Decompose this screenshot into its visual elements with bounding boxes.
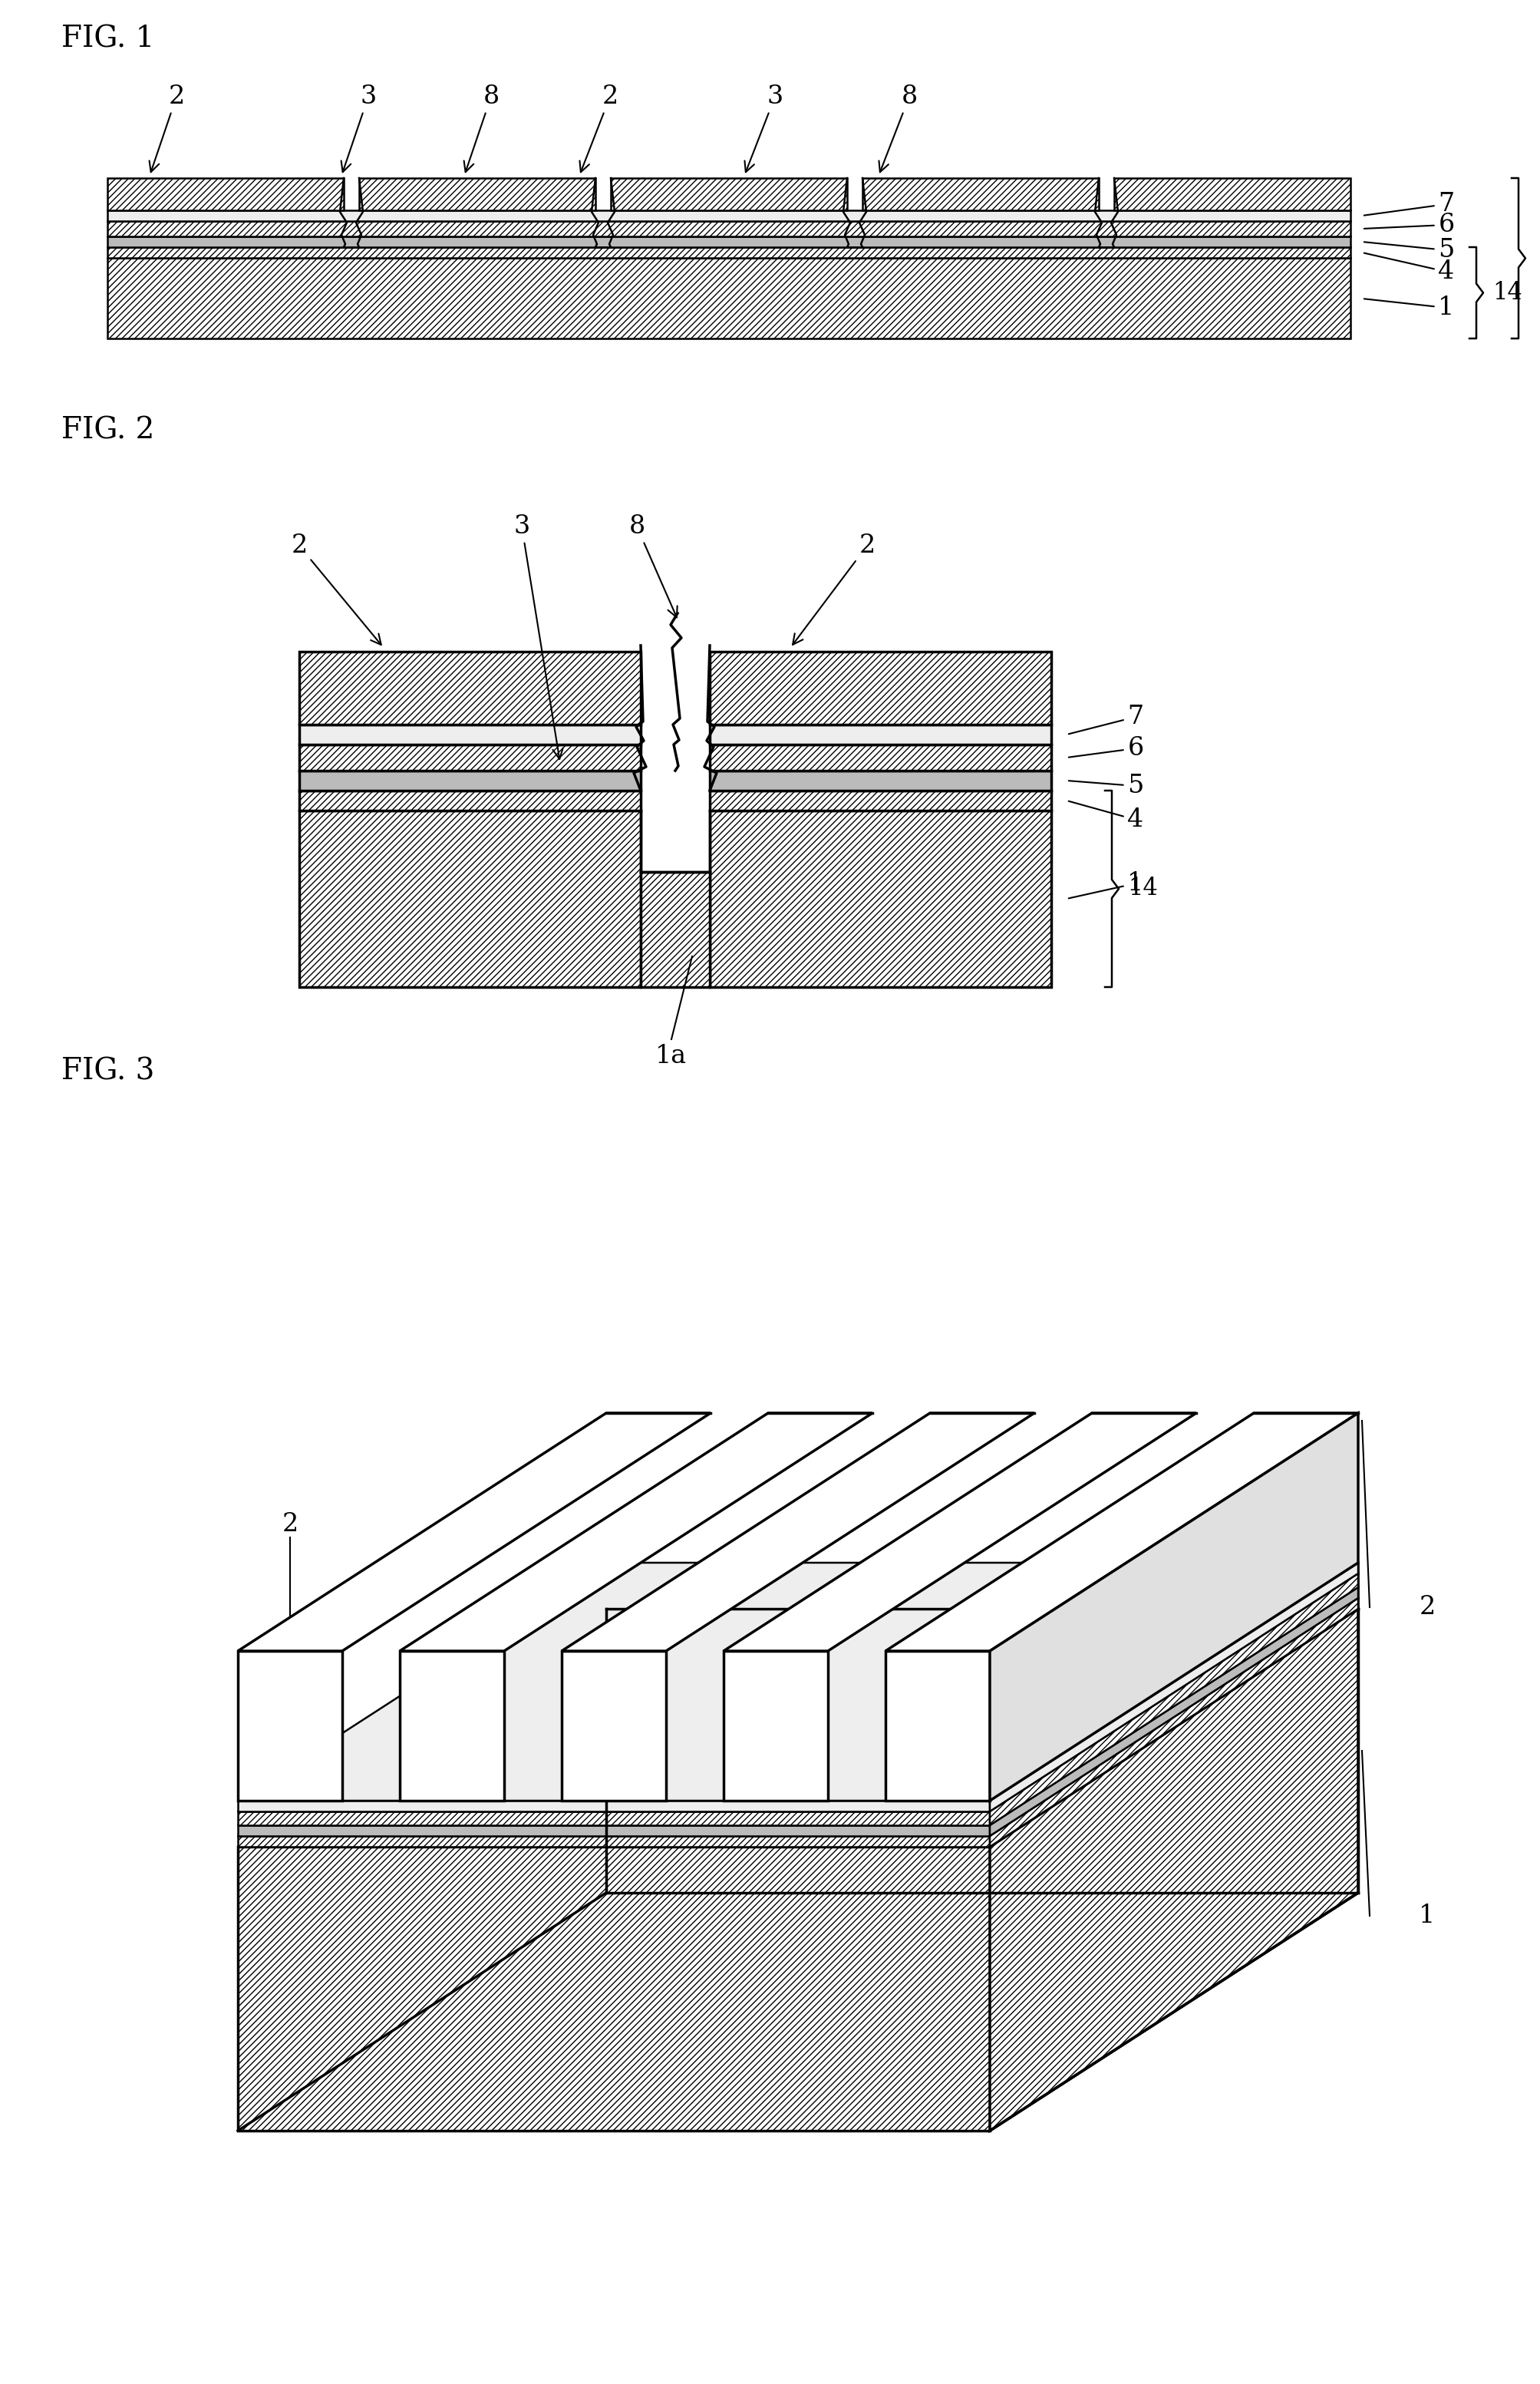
Bar <box>611 179 847 210</box>
Bar <box>710 744 1052 770</box>
Polygon shape <box>237 1812 990 1826</box>
Text: 2: 2 <box>291 534 382 644</box>
Polygon shape <box>237 1573 1358 1812</box>
Bar <box>710 770 1052 791</box>
Bar <box>299 770 641 791</box>
Bar <box>710 811 1052 987</box>
Polygon shape <box>990 1573 1358 1826</box>
Bar <box>108 236 1351 248</box>
Bar <box>108 210 1351 222</box>
Polygon shape <box>237 1826 990 1836</box>
Polygon shape <box>990 1597 1358 1848</box>
Polygon shape <box>237 1800 990 1812</box>
Polygon shape <box>400 1414 873 1652</box>
Bar <box>299 811 641 987</box>
Text: 1: 1 <box>1069 870 1144 899</box>
Bar <box>108 179 343 210</box>
Polygon shape <box>990 1588 1358 1836</box>
Polygon shape <box>990 1414 1358 1800</box>
Polygon shape <box>724 1414 1197 1652</box>
Text: 3: 3 <box>514 515 564 758</box>
Polygon shape <box>990 1573 1358 1826</box>
Polygon shape <box>237 1414 710 1652</box>
Bar <box>710 791 1052 811</box>
Text: A: A <box>1078 1454 1221 1571</box>
Text: FIG. 1: FIG. 1 <box>62 24 154 52</box>
Polygon shape <box>990 1588 1358 1836</box>
Text: 4: 4 <box>1069 801 1144 832</box>
Text: 2: 2 <box>579 83 618 172</box>
Polygon shape <box>237 1652 342 1800</box>
Bar <box>299 791 641 811</box>
Bar <box>299 651 641 725</box>
Text: 6: 6 <box>1364 212 1455 236</box>
Bar <box>359 179 596 210</box>
Bar <box>862 179 1100 210</box>
Text: 8: 8 <box>879 83 918 172</box>
Bar <box>1113 179 1351 210</box>
Text: 2: 2 <box>1418 1595 1435 1619</box>
Polygon shape <box>237 1588 1358 1826</box>
Text: 1a: 1a <box>656 1044 687 1068</box>
Polygon shape <box>237 1609 1358 1848</box>
Bar <box>710 651 1052 725</box>
Text: 8: 8 <box>628 515 678 617</box>
Polygon shape <box>885 1414 1358 1652</box>
Text: 3: 3 <box>745 83 784 172</box>
Text: 7: 7 <box>1364 191 1454 217</box>
Bar <box>108 257 1351 339</box>
Polygon shape <box>724 1652 829 1800</box>
Polygon shape <box>237 1597 1358 1836</box>
Polygon shape <box>885 1652 990 1800</box>
Polygon shape <box>237 1836 990 1848</box>
Bar <box>299 725 641 744</box>
Text: 5: 5 <box>1069 775 1144 799</box>
Polygon shape <box>990 1609 1358 2131</box>
Text: FIG. 2: FIG. 2 <box>62 417 154 446</box>
Text: 1: 1 <box>1364 296 1455 319</box>
Text: 1: 1 <box>1418 1902 1435 1929</box>
Polygon shape <box>562 1414 1035 1652</box>
Text: 2: 2 <box>149 83 185 172</box>
Text: 2: 2 <box>793 534 875 644</box>
Text: 5: 5 <box>1364 238 1455 262</box>
Polygon shape <box>562 1652 665 1800</box>
Polygon shape <box>990 1564 1358 1812</box>
Polygon shape <box>237 1848 990 2131</box>
Text: 14: 14 <box>1127 877 1158 901</box>
Text: 3: 3 <box>342 83 376 172</box>
Bar <box>710 725 1052 744</box>
Text: 14: 14 <box>1492 281 1522 305</box>
Text: 4: 4 <box>1364 253 1454 284</box>
Bar <box>299 744 641 770</box>
Bar <box>108 248 1351 257</box>
Text: 2: 2 <box>282 1511 299 1538</box>
Text: 8: 8 <box>464 83 499 172</box>
Text: FIG. 3: FIG. 3 <box>62 1056 154 1085</box>
Text: 6: 6 <box>1069 737 1144 760</box>
Polygon shape <box>237 1893 1358 2131</box>
Polygon shape <box>237 1564 1358 1800</box>
Polygon shape <box>990 1564 1358 1812</box>
Bar <box>108 222 1351 236</box>
Polygon shape <box>400 1652 504 1800</box>
Bar <box>641 873 710 987</box>
Text: 7: 7 <box>1069 706 1144 734</box>
Polygon shape <box>990 1597 1358 1848</box>
